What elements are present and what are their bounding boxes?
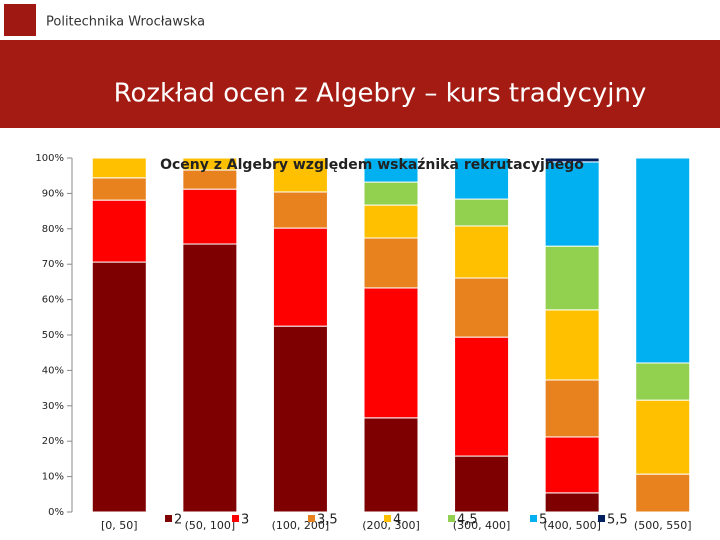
legend-swatch <box>530 515 537 522</box>
y-tick-label: 0% <box>48 507 64 518</box>
legend-label: 3,5 <box>317 513 338 528</box>
y-tick-label: 50% <box>42 330 64 341</box>
bar-segment <box>635 157 691 364</box>
bar-segment <box>363 204 419 239</box>
bar-segment <box>454 198 510 227</box>
bar-segment <box>363 417 419 513</box>
x-tick-label: (50, 100] <box>185 519 236 532</box>
bar-segment <box>635 473 691 513</box>
y-tick-label: 30% <box>42 401 64 412</box>
legend-label: 5,5 <box>607 513 628 528</box>
y-tick-label: 20% <box>42 436 64 447</box>
x-tick-label: (100, 200] <box>272 519 330 532</box>
chart-title: Oceny z Algebry względem wskaźnika rekru… <box>160 157 584 173</box>
legend-swatch <box>308 515 315 522</box>
bar-segment <box>272 227 328 327</box>
bar-segment <box>454 277 510 338</box>
x-tick-label: (400, 500] <box>543 519 601 532</box>
chart: 0% 10% 20% 30% 40% 50% 60% 70% 80% 90% 100% [0, 50]… <box>35 153 691 532</box>
legend-label: 4,5 <box>457 513 478 528</box>
bar-segment <box>91 199 147 263</box>
legend-label: 3 <box>241 513 249 528</box>
bar-segment <box>544 379 600 438</box>
y-tick-label: 90% <box>42 188 64 199</box>
bar-segment <box>635 399 691 475</box>
slide-title: Rozkład ocen z Algebry – kurs tradycyjny <box>114 79 647 109</box>
y-tick-label: 80% <box>42 224 64 235</box>
bar-segment <box>363 157 419 183</box>
legend-label: 5 <box>539 513 547 528</box>
y-tick-label: 60% <box>42 295 64 306</box>
bar-segment <box>544 161 600 247</box>
bar-segment <box>91 261 147 513</box>
bar-segment <box>363 237 419 289</box>
bar-segment <box>91 157 147 179</box>
top-bar <box>0 0 720 40</box>
legend-label: 4 <box>393 513 401 528</box>
y-tick-label: 100% <box>35 153 64 164</box>
bar-segment <box>91 177 147 201</box>
legend-swatch <box>384 515 391 522</box>
bar-segment <box>454 336 510 457</box>
bar-segment <box>454 157 510 200</box>
bar-segment <box>544 492 600 513</box>
bar-segment <box>544 309 600 381</box>
bar-segment <box>544 245 600 311</box>
bar-segment <box>182 188 238 245</box>
bar-segment <box>182 157 238 171</box>
legend-swatch <box>165 515 172 522</box>
y-tick-label: 40% <box>42 365 64 376</box>
bar-segment <box>182 243 238 513</box>
x-tick-label: (200, 300] <box>362 519 420 532</box>
title-band <box>0 40 720 128</box>
bar-segment <box>272 191 328 229</box>
bar-segment <box>454 225 510 279</box>
x-tick-label: (300, 400] <box>453 519 511 532</box>
bar-segment <box>544 436 600 494</box>
legend-swatch <box>598 515 605 522</box>
legend-swatch <box>448 515 455 522</box>
bar-segment <box>363 181 419 206</box>
legend-swatch <box>232 515 239 522</box>
bar-segment <box>544 157 600 163</box>
x-tick-label: [0, 50] <box>101 519 138 532</box>
x-tick-label: (500, 550] <box>634 519 692 532</box>
legend-label: 2 <box>174 513 182 528</box>
y-tick-label: 70% <box>42 259 64 270</box>
bar-segment <box>272 157 328 193</box>
y-tick-label: 10% <box>42 472 64 483</box>
logo-text: Politechnika Wrocławska <box>46 15 205 30</box>
bar-segment <box>454 455 510 513</box>
bar-segment <box>363 287 419 419</box>
bar-segment <box>635 362 691 401</box>
bar-segment <box>272 325 328 513</box>
logo-icon <box>4 4 36 36</box>
